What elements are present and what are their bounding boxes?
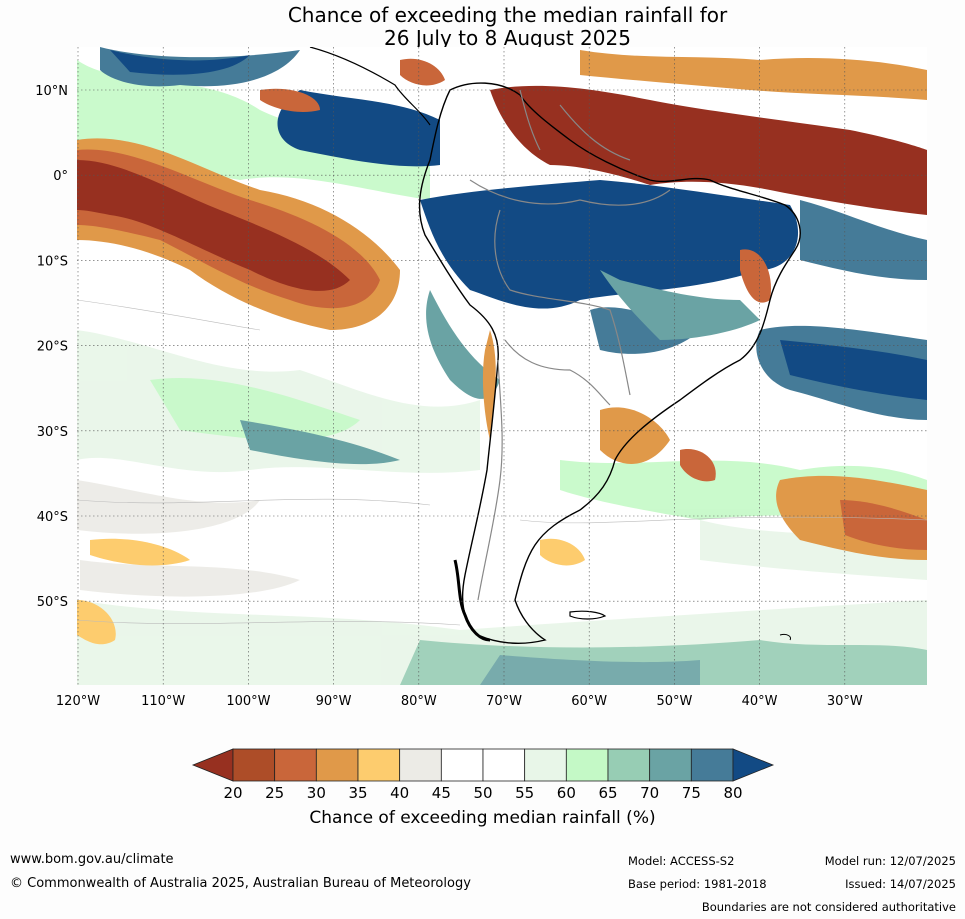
colorbar: 20 25 30 35 40 45 50 55 60 65 70 75 80: [191, 748, 775, 802]
longitude-labels: 120°W 110°W 100°W 90°W 80°W 70°W 60°W 50°W 40°W 3…: [56, 694, 863, 709]
colorbar-tick-label: 40: [390, 784, 409, 802]
map-title: Chance of exceeding the median rainfall …: [0, 4, 965, 50]
colorbar-tick-label: 75: [682, 784, 701, 802]
footer-model-run: Model run: 12/07/2025: [824, 854, 956, 868]
wet-anomaly-areas: [100, 47, 927, 465]
contour-lines: [77, 299, 927, 626]
colorbar-tick-label: 65: [598, 784, 617, 802]
colorbar-segment: [440, 748, 484, 782]
colorbar-segment: [690, 748, 734, 782]
colorbar-title: Chance of exceeding median rainfall (%): [309, 808, 656, 828]
latitude-labels: 10°N 0° 10°S 20°S 30°S 40°S 50°S: [35, 84, 68, 610]
colorbar-tick-label: 25: [265, 784, 284, 802]
lon-label: 40°W: [742, 694, 778, 709]
map-title-line1: Chance of exceeding the median rainfall …: [287, 3, 728, 27]
lat-label: 10°N: [35, 84, 68, 99]
footer-url[interactable]: www.bom.gov.au/climate: [10, 852, 174, 867]
footer-disclaimer: Boundaries are not considered authoritat…: [701, 900, 956, 914]
colorbar-segment: [649, 748, 692, 782]
country-borders: [469, 89, 671, 601]
dry-anomaly-areas: [77, 50, 927, 645]
lon-label: 60°W: [571, 694, 607, 709]
lon-label: 90°W: [316, 694, 352, 709]
map-field: [77, 47, 927, 685]
lon-label: 30°W: [827, 694, 863, 709]
lon-label: 100°W: [226, 694, 270, 709]
lon-label: 120°W: [56, 694, 100, 709]
footer-issued: Issued: 14/07/2025: [845, 877, 956, 891]
colorbar-tick-label: 70: [640, 784, 659, 802]
colorbar-extend-low: [191, 748, 234, 782]
map-title-line2: 26 July to 8 August 2025: [384, 26, 631, 50]
footer-copyright: © Commonwealth of Australia 2025, Austra…: [10, 876, 471, 891]
colorbar-tick-label: 30: [307, 784, 326, 802]
colorbar-segment: [482, 748, 526, 782]
lat-label: 0°: [53, 169, 68, 184]
lat-label: 50°S: [37, 595, 68, 610]
colorbar-tick-label: 80: [723, 784, 742, 802]
colorbar-tick-label: 50: [473, 784, 492, 802]
colorbar-segment: [607, 748, 651, 782]
colorbar-segment: [357, 748, 401, 782]
colorbar-segment: [315, 748, 359, 782]
lon-label: 50°W: [656, 694, 692, 709]
lat-label: 30°S: [37, 425, 68, 440]
lon-label: 70°W: [486, 694, 522, 709]
colorbar-extend-high: [732, 748, 775, 782]
colorbar-tick-label: 45: [432, 784, 451, 802]
lat-label: 10°S: [37, 254, 68, 269]
colorbar-segment: [399, 748, 442, 782]
colorbar-tick-label: 20: [223, 784, 242, 802]
colorbar-tick-label: 60: [557, 784, 576, 802]
footer-base-period: Base period: 1981-2018: [628, 877, 767, 891]
lon-label: 80°W: [401, 694, 437, 709]
colorbar-segment: [565, 748, 609, 782]
footer-model: Model: ACCESS-S2: [628, 854, 735, 868]
colorbar-segment: [274, 748, 317, 782]
colorbar-tick-label: 35: [348, 784, 367, 802]
colorbar-segment: [232, 748, 276, 782]
lat-label: 20°S: [37, 340, 68, 355]
lat-label: 40°S: [37, 510, 68, 525]
lon-label: 110°W: [141, 694, 185, 709]
gridlines: [77, 47, 927, 685]
colorbar-tick-label: 55: [515, 784, 534, 802]
colorbar-segment: [524, 748, 567, 782]
